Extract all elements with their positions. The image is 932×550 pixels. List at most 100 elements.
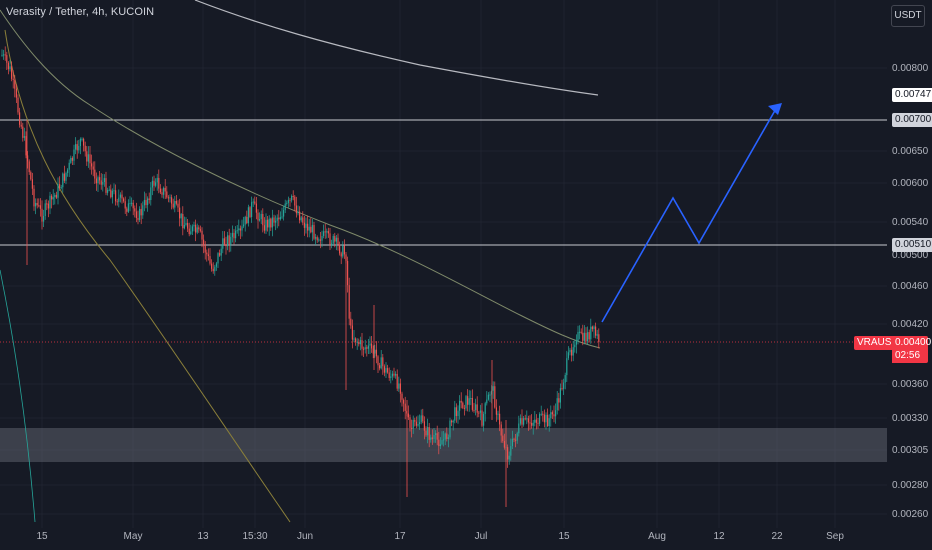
candle-body [233,232,235,239]
candle-body [220,248,222,256]
candle-body [478,412,480,414]
candle-body [238,228,240,231]
candle-body [241,226,243,231]
candle-body [262,213,264,226]
candle-body [319,239,321,241]
candle-body [273,217,275,223]
candle-body [390,376,392,378]
candle-body [111,190,113,198]
candle-body [222,238,224,249]
candle-body [579,331,581,333]
candle-body [364,347,366,350]
candle-body [537,422,539,424]
candle-body [462,402,464,408]
candle-body [44,203,46,217]
candle-body [247,207,249,224]
candle-body [316,237,318,241]
candle-body [305,223,307,228]
candle-body [593,326,595,330]
candle-body [142,205,144,216]
candle-body [425,430,427,436]
candle-body [159,188,161,193]
candle-body [555,410,557,417]
candle-body [409,417,411,428]
candle-body [420,415,422,423]
candle-body [431,437,433,439]
candle-body [286,202,288,204]
moving-average-green [0,269,36,523]
candle-body [463,407,465,409]
candle-body [419,422,421,425]
candle-body [481,410,483,426]
candle-body [249,207,251,217]
candle-body [483,413,485,426]
candle-body [575,341,577,345]
candle-body [503,441,505,448]
candle-body [427,427,429,436]
candle-body [57,184,59,198]
candle-body [547,414,549,427]
candle-body [423,421,425,431]
candle-body [382,357,384,367]
candle-body [43,216,45,222]
candle-body [49,195,51,209]
candle-body [393,373,395,376]
candle-body [558,398,560,403]
candle-body [263,225,265,231]
price-axis-label: 0.00540 [892,217,929,228]
currency-unit-button[interactable]: USDT [891,5,925,27]
candle-body [207,254,209,257]
candle-body [132,202,134,209]
candle-body [118,197,120,202]
candle-body [294,196,296,206]
candle-body [540,413,542,415]
candle-body [332,236,334,244]
candle-body [110,189,112,198]
chart-title: Verasity / Tether, 4h, KUCOIN [6,6,155,18]
candle-body [227,235,229,247]
candle-body [153,180,155,186]
candle-body [243,224,245,227]
candle-body [380,357,382,369]
price-axis-label: 0.00420 [892,319,929,330]
candle-body [347,260,349,286]
candle-body [327,231,329,234]
candle-body [137,218,139,220]
candle-body [151,180,153,188]
candle-body [564,375,566,383]
candle-body [459,400,461,411]
candle-body [251,202,253,217]
candle-body [511,438,513,447]
price-axis-label: 0.00460 [892,281,929,292]
candle-body [4,54,6,56]
candle-body [239,228,241,231]
candle-body [452,420,454,423]
candle-body [9,66,11,70]
projection-path[interactable] [601,106,778,323]
price-label-target: 0.00747 [892,88,932,102]
candle-body [259,219,261,221]
candle-body [359,340,361,345]
candle-body [340,253,342,257]
candle-body [279,217,281,220]
candle-body [68,162,70,170]
candle-body [140,208,142,216]
candle-body [556,398,558,411]
candle-body [187,223,189,229]
candle-body [476,404,478,413]
candle-body [254,201,256,204]
candle-body [455,407,457,417]
candle-body [471,397,473,410]
candle-body [30,172,32,180]
candle-body [411,427,413,429]
candle-body [468,398,470,405]
candle-body [99,177,101,181]
candle-body [475,404,477,411]
candle-body [507,447,509,460]
candle-body [191,226,193,232]
candle-body [351,325,353,340]
candle-body [569,349,571,353]
current-price-value: 0.00400 [895,337,932,348]
candle-body [276,217,278,221]
